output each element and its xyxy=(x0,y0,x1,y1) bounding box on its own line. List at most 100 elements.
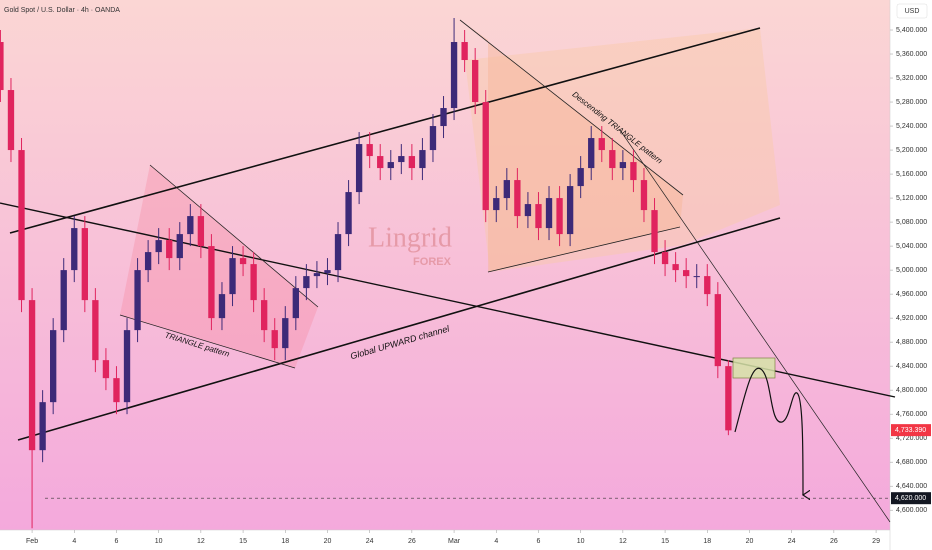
candle-body xyxy=(113,378,120,403)
last-price-box xyxy=(891,424,931,437)
candle-body xyxy=(524,204,532,217)
resistance-line xyxy=(619,129,891,523)
y-tick-label: 5,400.000 xyxy=(896,27,927,34)
candle-body xyxy=(271,330,278,349)
y-tick-label: 5,000.000 xyxy=(896,267,927,274)
x-tick-label: 18 xyxy=(281,538,289,545)
chart-title: Gold Spot / U.S. Dollar · 4h · OANDA xyxy=(4,7,120,14)
price-axis xyxy=(890,0,932,550)
x-tick-label: 6 xyxy=(537,538,541,545)
candle-body xyxy=(630,162,637,181)
x-tick-label: 24 xyxy=(788,538,796,545)
x-tick-label: 10 xyxy=(155,538,163,545)
candle-body xyxy=(355,144,363,193)
y-tick-label: 5,320.000 xyxy=(896,75,927,82)
candle-body xyxy=(566,186,574,235)
candle-body xyxy=(366,144,373,157)
desc-triangle-lower xyxy=(487,226,681,273)
channel-lower xyxy=(17,217,781,441)
candle-body xyxy=(345,192,352,235)
candle-body xyxy=(176,234,183,259)
x-tick-label: 10 xyxy=(577,538,585,545)
x-tick-label: 20 xyxy=(324,538,332,545)
candle-body xyxy=(134,270,141,331)
triangle-lower xyxy=(119,314,296,369)
candle-body xyxy=(292,288,299,319)
candle-body xyxy=(725,366,732,431)
time-axis xyxy=(0,530,890,550)
candle-body xyxy=(472,60,479,103)
candle-body xyxy=(92,300,99,361)
target-price-label: 4,620.000 xyxy=(895,495,926,502)
projection-path xyxy=(734,367,803,495)
candle-body xyxy=(197,216,205,247)
y-tick-label: 4,840.000 xyxy=(896,363,927,370)
candle-body xyxy=(672,264,679,271)
x-tick-label: 12 xyxy=(619,538,627,545)
candle-body xyxy=(239,258,247,265)
currency: USD xyxy=(905,8,920,15)
candle-body xyxy=(640,180,648,211)
y-tick-label: 5,120.000 xyxy=(896,195,927,202)
candle-body xyxy=(609,150,616,169)
candle-body xyxy=(377,156,384,169)
y-tick-label: 4,680.000 xyxy=(896,459,927,466)
candle-body xyxy=(39,402,46,451)
candle-body xyxy=(651,210,658,253)
candle-body xyxy=(334,234,342,271)
y-tick-label: 4,920.000 xyxy=(896,315,927,322)
x-tick-label: 12 xyxy=(197,538,205,545)
candle-body xyxy=(450,42,458,109)
candle-body xyxy=(704,276,711,295)
currency-box xyxy=(896,3,928,19)
candle-body xyxy=(313,273,321,277)
y-tick-label: 5,080.000 xyxy=(896,219,927,226)
y-tick-label: 5,360.000 xyxy=(896,51,927,58)
candle-body xyxy=(598,138,605,151)
candle-body xyxy=(461,42,468,61)
candle-body xyxy=(28,300,36,451)
candle-body xyxy=(123,330,131,403)
y-tick-label: 5,200.000 xyxy=(896,147,927,154)
last-price-label: 4,733.390 xyxy=(895,427,926,434)
candle-body xyxy=(493,198,500,211)
candle-body xyxy=(387,162,394,169)
candle-body xyxy=(303,276,310,289)
watermark: FOREX xyxy=(413,256,452,268)
candle-body xyxy=(166,240,173,259)
candle-body xyxy=(482,102,489,211)
candle-body xyxy=(545,198,553,229)
x-tick-label: Feb xyxy=(26,538,38,545)
y-tick-label: 4,760.000 xyxy=(896,411,927,418)
candle-body xyxy=(50,330,57,403)
candle-body xyxy=(18,150,25,301)
candle-body xyxy=(440,108,447,127)
candle-body xyxy=(503,180,510,199)
triangle-upper xyxy=(149,164,319,308)
candle-body xyxy=(102,360,110,379)
y-tick-label: 5,040.000 xyxy=(896,243,927,250)
x-tick-label: 4 xyxy=(72,538,76,545)
desc-triangle-upper xyxy=(459,19,684,196)
candle-body xyxy=(261,300,268,331)
candle-body xyxy=(577,168,584,187)
y-tick-label: 4,800.000 xyxy=(896,387,927,394)
y-tick-label: 4,720.000 xyxy=(896,435,927,442)
candle-body xyxy=(229,258,236,295)
candle-body xyxy=(282,318,289,349)
y-tick-label: 5,160.000 xyxy=(896,171,927,178)
candle-body xyxy=(419,150,426,169)
y-tick-label: 5,280.000 xyxy=(896,99,927,106)
candle-body xyxy=(588,138,595,169)
candle-body xyxy=(408,156,416,169)
x-tick-label: 4 xyxy=(494,538,498,545)
x-tick-label: 26 xyxy=(408,538,416,545)
x-tick-label: 6 xyxy=(115,538,119,545)
candle-body xyxy=(556,198,563,235)
candle-body xyxy=(535,204,542,229)
candle-body xyxy=(619,162,627,169)
candle-body xyxy=(218,294,226,319)
x-tick-label: 26 xyxy=(830,538,838,545)
candle-body xyxy=(7,90,15,151)
